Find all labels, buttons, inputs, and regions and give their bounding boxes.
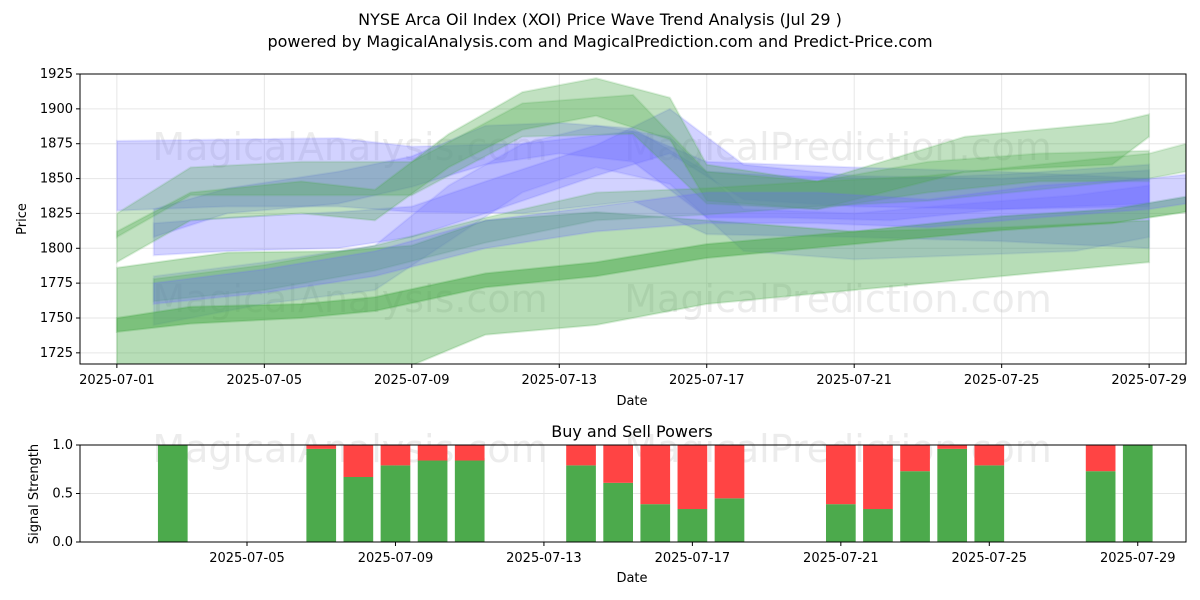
- buy-power-bar: [677, 509, 708, 542]
- price-x-tick-label: 2025-07-05: [227, 373, 303, 388]
- signal-y-tick-label: 1.0: [52, 438, 73, 453]
- sell-power-bar: [1085, 445, 1116, 472]
- buy-power-bar: [566, 465, 596, 542]
- buy-power-bar: [714, 498, 745, 542]
- chart-title: NYSE Arca Oil Index (XOI) Price Wave Tre…: [358, 10, 842, 29]
- price-x-tick-label: 2025-07-25: [964, 373, 1040, 388]
- buy-power-bar: [900, 471, 930, 542]
- buy-power-bar: [1122, 445, 1153, 542]
- signal-x-tick-label: 2025-07-21: [803, 551, 879, 566]
- sell-power-bar: [566, 445, 596, 466]
- signal-x-tick-label: 2025-07-05: [209, 551, 285, 566]
- price-y-tick-label: 1775: [40, 276, 73, 291]
- buy-power-bar: [863, 509, 893, 542]
- sell-power-bar: [380, 445, 411, 466]
- signal-y-tick-label: 0.0: [52, 535, 73, 550]
- price-y-tick-label: 1825: [40, 206, 73, 221]
- price-x-tick-label: 2025-07-17: [669, 373, 745, 388]
- price-x-tick-label: 2025-07-29: [1111, 373, 1187, 388]
- buy-power-bar: [380, 465, 411, 542]
- sell-power-bar: [640, 445, 671, 505]
- price-x-axis-label: Date: [616, 394, 647, 409]
- sell-power-bar: [974, 445, 1005, 466]
- signal-x-tick-label: 2025-07-09: [358, 551, 434, 566]
- price-y-tick-label: 1850: [40, 172, 73, 187]
- price-axes-frame: [79, 73, 1187, 365]
- price-x-tick-label: 2025-07-13: [521, 373, 597, 388]
- sell-power-bar: [900, 445, 930, 472]
- signal-x-tick-label: 2025-07-29: [1100, 551, 1176, 566]
- buy-power-bar: [974, 465, 1005, 542]
- buy-power-bar: [343, 477, 374, 542]
- signal-x-tick-label: 2025-07-13: [506, 551, 582, 566]
- signal-y-axis-label: Signal Strength: [27, 444, 42, 544]
- price-wave-band-green: [115, 77, 1151, 264]
- signal-x-tick-label: 2025-07-17: [655, 551, 731, 566]
- price-y-tick-label: 1900: [40, 102, 73, 117]
- buy-power-bar: [454, 460, 485, 542]
- sell-power-bar: [863, 445, 893, 510]
- price-axes: 1725 1750 1775 1800 1825 1850 1875 1900 1925 2025…: [40, 67, 1187, 388]
- sell-power-bar: [417, 445, 448, 461]
- buy-power-bar: [825, 504, 856, 542]
- buy-power-bar: [937, 448, 968, 542]
- sell-power-bar: [937, 445, 968, 449]
- signal-y-tick-label: 0.5: [52, 487, 73, 502]
- buy-power-bar: [417, 460, 448, 542]
- price-wave-band-blue: [115, 130, 1151, 250]
- signal-x-tick-label: 2025-07-25: [952, 551, 1028, 566]
- watermark-prediction: MagicalPrediction.com: [624, 125, 1052, 169]
- price-x-tick-label: 2025-07-21: [816, 373, 892, 388]
- sell-power-bar: [454, 445, 485, 461]
- price-y-tick-label: 1875: [40, 137, 73, 152]
- buy-power-bar: [1085, 471, 1116, 542]
- price-wave-band-green: [115, 93, 1151, 239]
- buy-power-bar: [157, 445, 188, 542]
- chart-subtitle: powered by MagicalAnalysis.com and Magic…: [267, 32, 933, 51]
- price-x-tick-label: 2025-07-01: [79, 373, 155, 388]
- price-y-tick-label: 1750: [40, 311, 73, 326]
- signal-x-axis-label: Date: [616, 571, 647, 586]
- price-y-tick-label: 1925: [40, 67, 73, 82]
- sell-power-bar: [603, 445, 633, 483]
- watermark-prediction: MagicalPrediction.com: [624, 277, 1052, 321]
- price-x-tick-label: 2025-07-09: [374, 373, 450, 388]
- sell-power-bar: [306, 445, 337, 449]
- price-wave-band-green: [115, 210, 1151, 364]
- price-y-axis-label: Price: [15, 203, 30, 235]
- sell-power-bar: [343, 445, 374, 478]
- price-wave-band-green: [152, 142, 1186, 303]
- sell-power-bar: [714, 445, 745, 499]
- price-y-tick-label: 1725: [40, 346, 73, 361]
- buy-power-bar: [306, 448, 337, 542]
- price-y-tick-label: 1800: [40, 241, 73, 256]
- watermark-analysis: MagicalAnalysis.com: [152, 125, 547, 169]
- price-wave-band-green: [115, 195, 1186, 334]
- signal-axes: 0.0 0.5 1.0 2025-07-05 2025-07-09 2025-07-13 2…: [52, 438, 1175, 566]
- buy-power-bar: [603, 482, 633, 542]
- sell-power-bar: [677, 445, 708, 510]
- buy-power-bar: [640, 504, 671, 542]
- price-wave-band-blue: [152, 173, 1186, 306]
- sell-power-bar: [825, 445, 856, 505]
- signal-chart-title: Buy and Sell Powers: [551, 422, 713, 441]
- signal-bars: [157, 445, 1153, 542]
- price-bands: [115, 77, 1186, 364]
